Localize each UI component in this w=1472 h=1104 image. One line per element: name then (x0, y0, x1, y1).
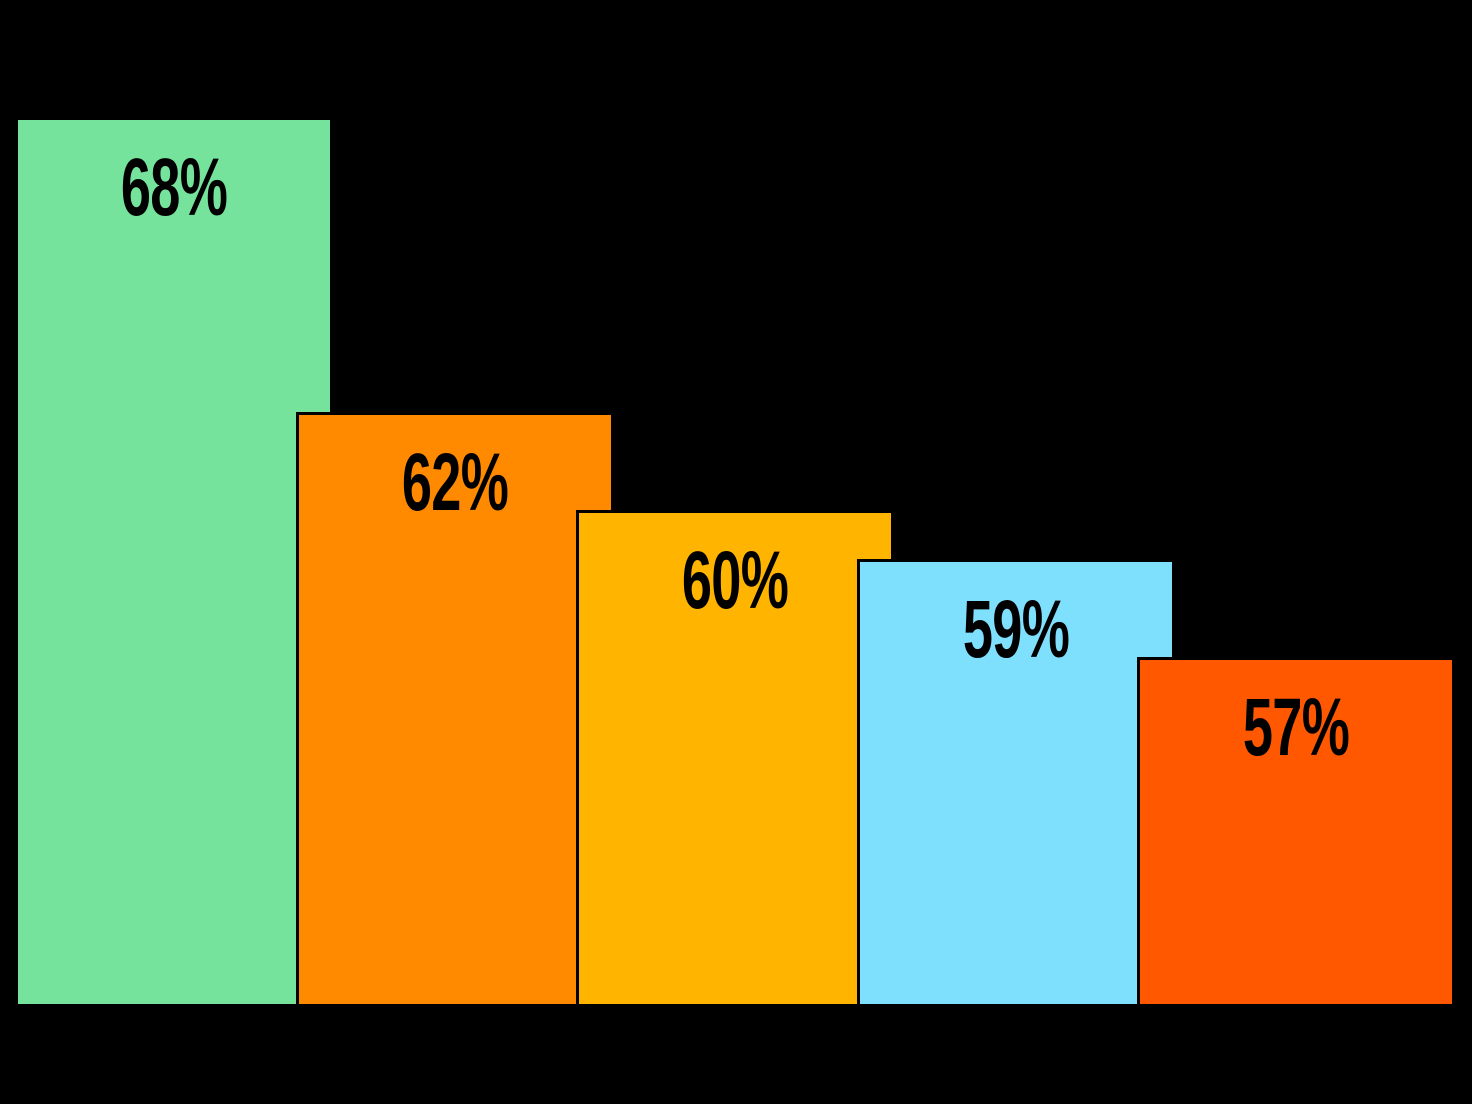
bar-4: 59% (856, 559, 1175, 1007)
bar-value-label: 62% (401, 436, 508, 528)
bar-value-label: 57% (1242, 682, 1350, 774)
bar-5: 57% (1137, 657, 1455, 1007)
bar-value-label: 68% (120, 142, 228, 234)
bar-2: 62% (295, 411, 614, 1007)
bar-value-label: 59% (962, 584, 1069, 676)
bar-value-label: 60% (681, 535, 789, 626)
bar-3: 60% (576, 510, 894, 1007)
bar-1: 68% (15, 117, 333, 1007)
